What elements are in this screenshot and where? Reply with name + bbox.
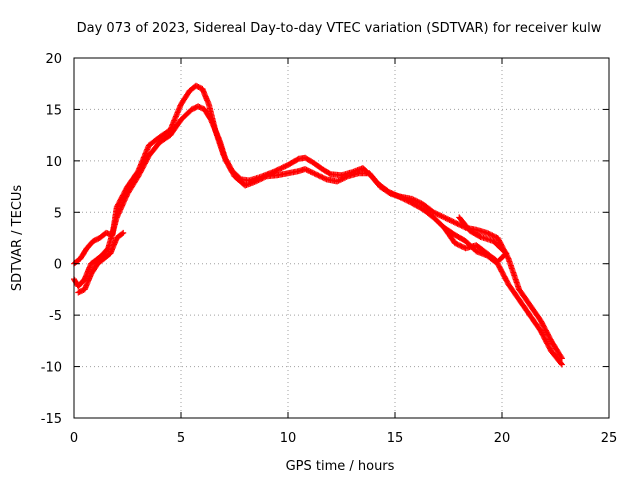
x-tick-label: 25 bbox=[601, 431, 618, 446]
data-point-marker bbox=[486, 231, 493, 238]
data-point-marker bbox=[558, 354, 565, 361]
y-tick-labels: -15 -10 -5 0 5 10 15 20 bbox=[41, 52, 62, 427]
data-point-marker bbox=[443, 215, 450, 222]
x-tick-label: 10 bbox=[280, 431, 297, 446]
y-tick-label: 5 bbox=[54, 206, 62, 221]
data-point-marker bbox=[119, 230, 126, 237]
data-point-marker bbox=[558, 360, 564, 367]
data-point-marker bbox=[120, 229, 127, 236]
data-point-marker bbox=[454, 241, 461, 248]
data-point-marker bbox=[558, 361, 565, 368]
data-point-marker bbox=[450, 218, 457, 225]
data-point-marker bbox=[315, 172, 322, 179]
y-tick-label: -5 bbox=[49, 309, 62, 324]
x-tick-label: 15 bbox=[387, 431, 404, 446]
y-tick-label: 0 bbox=[54, 258, 62, 273]
series-lower-left-trace bbox=[75, 229, 127, 296]
series-upper-trace bbox=[71, 82, 565, 362]
x-tick-label: 20 bbox=[494, 431, 511, 446]
data-point-marker bbox=[415, 199, 422, 206]
y-tick-label: 10 bbox=[45, 155, 62, 170]
y-tick-label: -15 bbox=[41, 412, 62, 427]
data-point-marker bbox=[322, 175, 329, 182]
data-point-marker bbox=[319, 174, 326, 181]
data-point-marker bbox=[558, 355, 565, 362]
x-tick-label: 0 bbox=[70, 431, 78, 446]
x-tick-label: 5 bbox=[177, 431, 185, 446]
data-point-marker bbox=[447, 217, 454, 224]
grid-lines bbox=[74, 58, 609, 418]
x-tick-labels: 0 5 10 15 20 25 bbox=[70, 431, 617, 446]
plot-frame bbox=[73, 57, 610, 419]
y-tick-label: -10 bbox=[41, 361, 62, 376]
y-tick-label: 15 bbox=[45, 103, 62, 118]
axis-ticks bbox=[73, 57, 610, 419]
series-layer bbox=[71, 82, 565, 368]
series-right-loop-trace bbox=[441, 214, 510, 265]
y-tick-label: 20 bbox=[45, 52, 62, 67]
y-axis-label: SDTVAR / TECUs bbox=[10, 185, 25, 292]
x-axis-label: GPS time / hours bbox=[286, 459, 395, 474]
data-point-marker bbox=[457, 215, 464, 222]
chart-title: Day 073 of 2023, Sidereal Day-to-day VTE… bbox=[77, 21, 602, 36]
data-point-marker bbox=[456, 214, 463, 221]
